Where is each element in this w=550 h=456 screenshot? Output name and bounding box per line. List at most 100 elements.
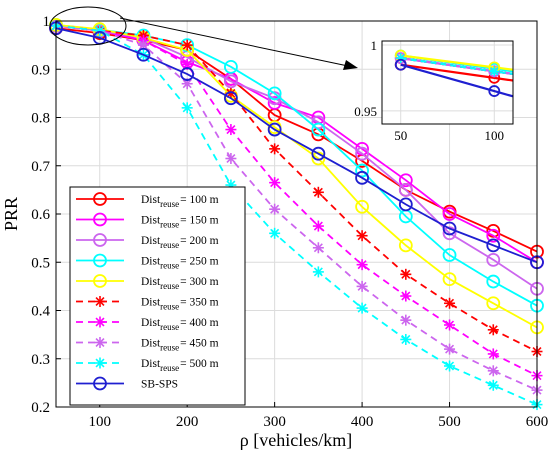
data-point — [444, 319, 456, 331]
data-point-star-stroke — [357, 231, 367, 241]
legend-label-value: = 400 m — [180, 317, 218, 329]
inset-data-point — [394, 58, 407, 71]
data-point — [267, 122, 282, 137]
data-point — [487, 348, 499, 360]
legend-swatch-marker — [93, 233, 107, 247]
data-point — [224, 74, 238, 89]
legend-label: Distreuse= 300 m — [141, 276, 219, 291]
y-tick-label: 0.9 — [31, 62, 50, 78]
data-point — [356, 259, 368, 271]
legend-label: Distreuse= 200 m — [141, 235, 219, 250]
data-point — [224, 91, 238, 106]
data-point — [398, 182, 413, 197]
legend-box — [69, 186, 246, 406]
data-point — [487, 324, 499, 336]
data-point — [180, 67, 195, 81]
legend-label-main: Dist — [141, 235, 161, 247]
zoom-arrow-head — [343, 60, 358, 70]
data-point — [269, 143, 281, 155]
data-point-star-stroke — [488, 366, 498, 376]
legend-label-subscript: reuse — [160, 240, 179, 250]
inset-series-line — [400, 63, 514, 82]
data-point-star-stroke — [445, 361, 455, 371]
data-point-star-stroke — [313, 243, 323, 253]
data-point — [269, 203, 281, 215]
legend-entry: Distreuse= 250 m — [76, 253, 219, 271]
legend-label-main: Dist — [141, 256, 161, 268]
data-point-star-stroke — [401, 315, 411, 325]
legend-swatch-marker — [94, 316, 106, 328]
legend-label-main: Dist — [141, 317, 161, 329]
data-point — [136, 47, 151, 62]
legend-label-subscript: reuse — [160, 199, 179, 209]
inset-y-tick-label: 1 — [371, 38, 378, 53]
inset-data-point — [488, 85, 501, 97]
legend-label-value: = 150 m — [180, 215, 218, 227]
data-point-star-stroke — [313, 187, 323, 197]
y-tick-label: 0.4 — [31, 304, 50, 320]
legend-swatch-marker — [94, 337, 106, 348]
legend-label-main: Dist — [141, 338, 161, 350]
legend-label: Distreuse= 450 m — [141, 338, 219, 353]
legend-label-value: = 100 m — [180, 194, 218, 206]
legend-swatch-marker — [93, 376, 107, 391]
legend-entry: Distreuse= 400 m — [76, 316, 219, 332]
legend-label-value: = 300 m — [180, 276, 218, 288]
data-point — [400, 290, 412, 302]
data-point-star-stroke — [357, 281, 367, 291]
data-point — [356, 302, 368, 314]
inset-frame — [381, 40, 514, 125]
legend-label-main: SB-SPS — [141, 379, 178, 391]
legend-label-subscript: reuse — [160, 220, 179, 230]
legend-entry: Distreuse= 500 m — [76, 357, 219, 373]
data-point — [311, 115, 326, 130]
data-point — [312, 266, 324, 278]
data-point — [486, 296, 501, 311]
data-point-star-stroke — [357, 260, 367, 270]
data-point — [181, 102, 193, 114]
y-axis-title: PRR — [1, 197, 21, 231]
data-point — [312, 220, 324, 232]
inset-series-10 — [394, 58, 514, 98]
data-point — [311, 151, 326, 166]
legend-label-subscript: reuse — [160, 261, 179, 271]
data-point — [442, 248, 457, 262]
data-point — [486, 223, 501, 238]
y-tick-label: 0.7 — [31, 159, 50, 175]
data-point-star-stroke — [95, 296, 105, 307]
legend-swatch-marker — [93, 274, 107, 288]
legend-swatch-marker — [93, 212, 107, 227]
inset-series-line — [400, 63, 514, 98]
data-point — [486, 228, 501, 243]
y-tick-label: 0.2 — [31, 400, 50, 416]
data-point — [486, 274, 501, 289]
y-tick-label: 0.6 — [31, 207, 50, 223]
data-point-star-stroke — [488, 349, 498, 359]
legend-entry: Distreuse= 150 m — [76, 212, 219, 230]
data-point-star-stroke — [95, 358, 105, 368]
y-tick-label: 0.3 — [31, 352, 50, 368]
inset-x-tick-label: 50 — [394, 128, 407, 143]
data-point-star-stroke — [182, 103, 192, 113]
legend-label: Distreuse= 250 m — [141, 256, 219, 271]
data-point — [442, 207, 457, 221]
series-line — [55, 24, 538, 377]
data-point — [355, 199, 369, 214]
x-tick-label: 600 — [526, 414, 549, 430]
x-tick-label: 100 — [88, 414, 111, 430]
data-point-star-stroke — [490, 67, 499, 76]
series-line — [55, 24, 538, 391]
legend-swatch-marker — [94, 296, 106, 307]
data-point — [225, 153, 237, 165]
y-tick-label: 0.5 — [31, 255, 50, 271]
legend-label-main: Dist — [141, 215, 161, 227]
data-point — [444, 297, 456, 309]
legend-label-value: = 450 m — [180, 338, 218, 350]
data-point-star-stroke — [182, 79, 192, 89]
data-point — [356, 280, 368, 292]
x-tick-label: 200 — [176, 414, 199, 430]
legend-label: Distreuse= 350 m — [141, 297, 219, 312]
data-point — [400, 333, 412, 345]
